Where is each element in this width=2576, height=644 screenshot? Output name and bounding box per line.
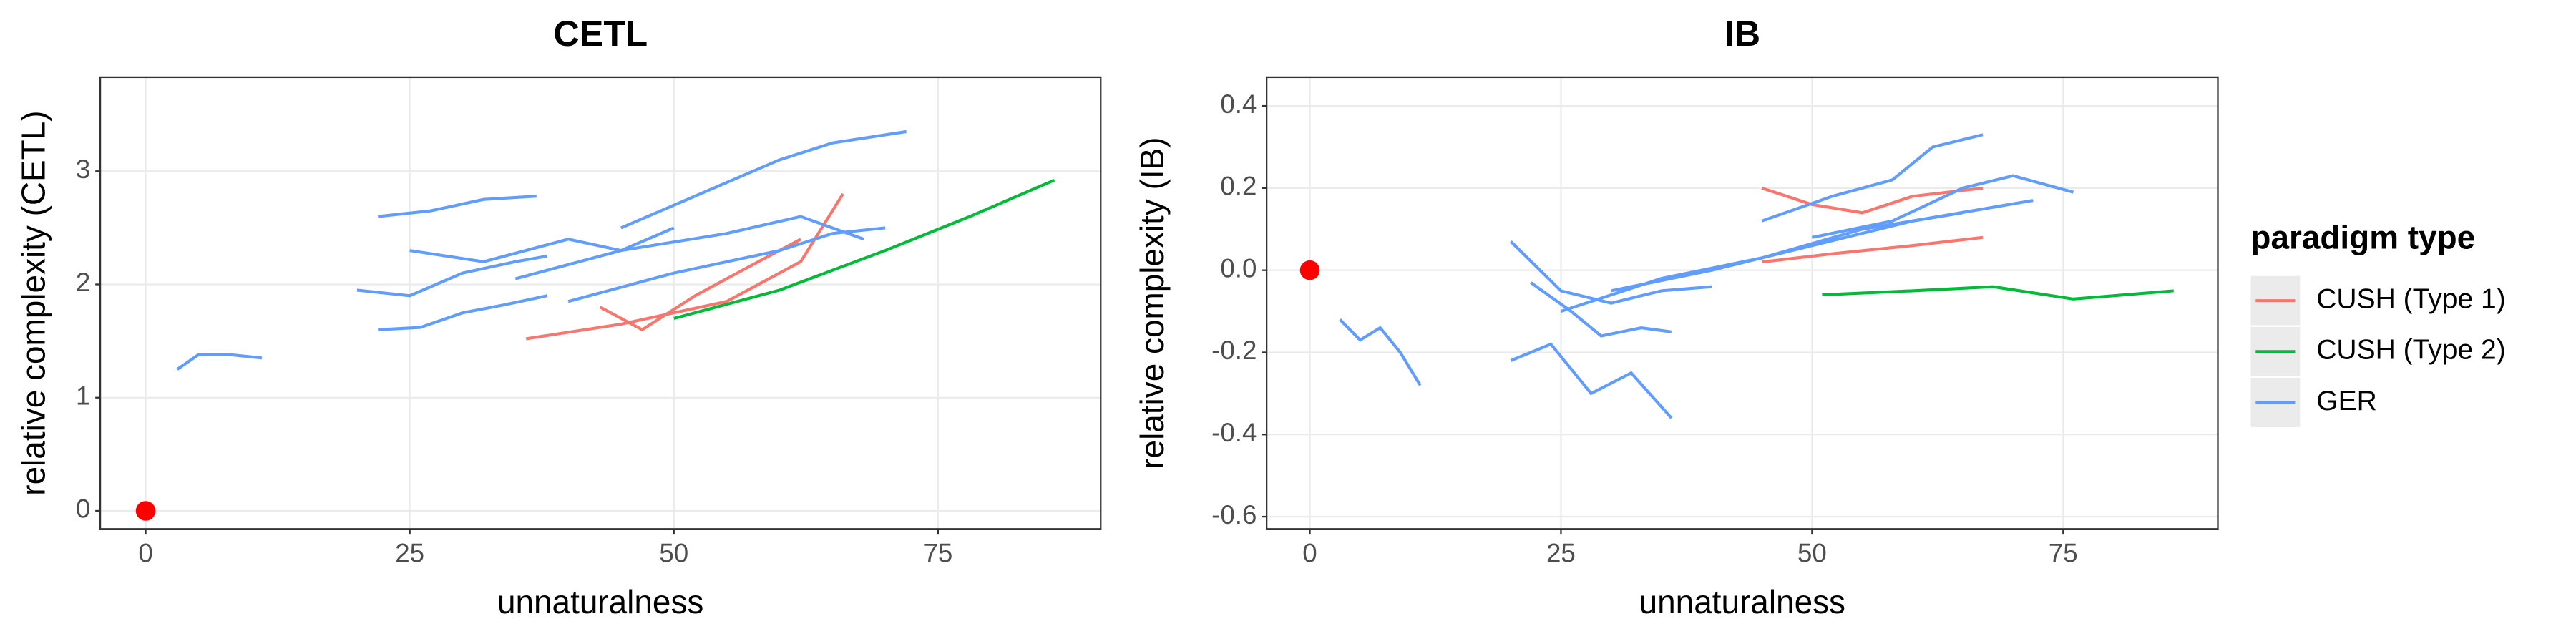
smooth-line: [1510, 342, 1673, 419]
smooth-line: [599, 238, 801, 332]
y-tick-label: 1: [76, 381, 90, 410]
highlight-point: [1299, 260, 1320, 280]
y-tick-label: -0.4: [1211, 418, 1257, 447]
chart-title: CETL: [553, 13, 648, 54]
smooth-line: [1339, 318, 1422, 386]
plot-panel: [1267, 77, 2218, 530]
smooth-line: [620, 130, 907, 230]
y-tick-label: 2: [76, 268, 90, 297]
y-tick-label: 3: [76, 155, 90, 184]
y-tick-label: 0.0: [1220, 253, 1257, 283]
y-tick-label: 0.2: [1220, 172, 1257, 201]
highlight-point: [135, 501, 156, 521]
x-tick-label: 25: [395, 539, 424, 568]
smooth-line: [673, 178, 1055, 320]
plot-panel: [100, 77, 1101, 530]
x-axis-title: unnaturalness: [497, 583, 703, 620]
smooth-line: [1530, 281, 1672, 338]
smooth-line: [378, 195, 537, 218]
y-tick-label: 0.4: [1220, 89, 1257, 119]
legend-label: CUSH (Type 1): [2316, 283, 2506, 314]
y-tick-label: 0: [76, 494, 90, 524]
chart-title: IB: [1724, 13, 1761, 54]
y-tick-label: -0.6: [1211, 500, 1257, 530]
x-tick-label: 75: [2049, 539, 2078, 568]
y-axis-title: relative complexity (IB): [1133, 137, 1171, 469]
x-tick-label: 0: [138, 539, 152, 568]
legend-title: paradigm type: [2250, 218, 2475, 255]
y-tick-label: -0.2: [1211, 336, 1257, 365]
smooth-line: [356, 254, 547, 298]
smooth-line: [378, 294, 547, 331]
smooth-line: [409, 226, 675, 263]
smooth-line: [1761, 133, 1984, 223]
y-axis-title: relative complexity (CETL): [15, 110, 52, 495]
panel-border: [99, 76, 1102, 530]
smooth-line: [1611, 199, 2034, 293]
x-axis-title: unnaturalness: [1639, 583, 1845, 620]
smooth-line: [1822, 285, 2174, 301]
x-tick-label: 75: [923, 539, 952, 568]
legend-label: GER: [2316, 386, 2377, 416]
x-tick-label: 50: [1797, 539, 1827, 568]
legend-label: CUSH (Type 2): [2316, 335, 2506, 366]
smooth-line: [1761, 186, 1984, 215]
x-tick-label: 50: [659, 539, 688, 568]
smooth-line: [1811, 174, 2074, 239]
smooth-line: [1509, 240, 1712, 305]
x-tick-label: 0: [1302, 539, 1317, 568]
smooth-line: [514, 215, 865, 280]
smooth-line: [176, 353, 263, 371]
panel-border: [1266, 76, 2219, 530]
smooth-line: [1761, 235, 1984, 264]
smooth-line: [567, 226, 886, 303]
x-tick-label: 25: [1546, 539, 1576, 568]
